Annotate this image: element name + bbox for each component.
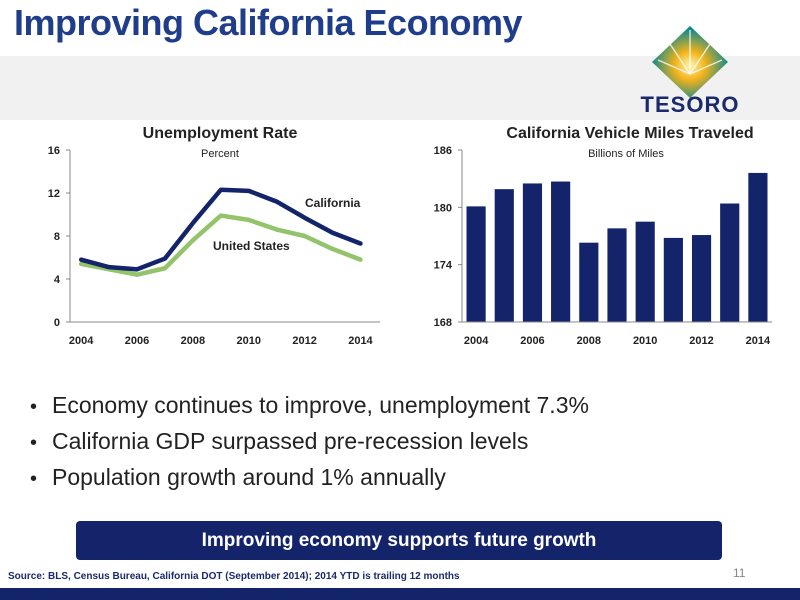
x-tick-label: 2010 — [236, 335, 260, 347]
bar — [551, 181, 571, 322]
unemployment-chart: Unemployment Rate Percent 0 4 8 12 16 2004 2006 2… — [48, 125, 380, 347]
x-tick-label: 2014 — [348, 335, 373, 347]
brand-name: TESORO — [640, 92, 740, 117]
bullet-dot-icon: • — [30, 468, 38, 490]
bar — [579, 242, 599, 322]
bar — [663, 237, 683, 322]
bar — [522, 183, 543, 322]
y-tick-label: 8 — [54, 231, 60, 243]
bullet-dot-icon: • — [30, 432, 38, 454]
x-tick-label: 2004 — [464, 335, 489, 347]
y-tick-label: 180 — [434, 202, 452, 214]
y-tick-label: 12 — [48, 188, 60, 200]
y-tick-label: 174 — [434, 260, 453, 272]
chart-title: Unemployment Rate — [143, 125, 298, 142]
x-tick-label: 2006 — [520, 335, 544, 347]
x-tick-label: 2008 — [181, 335, 205, 347]
chart-title: California Vehicle Miles Traveled — [506, 125, 753, 142]
y-tick-label: 186 — [434, 145, 452, 157]
x-tick-label: 2010 — [633, 335, 657, 347]
bar — [466, 206, 486, 322]
bar — [720, 203, 740, 322]
bar — [607, 228, 627, 322]
bar — [635, 221, 655, 322]
x-tick-label: 2012 — [292, 335, 316, 347]
x-tick-label: 2004 — [69, 335, 94, 347]
x-tick-label: 2012 — [689, 335, 713, 347]
series-label-united-states: United States — [213, 239, 290, 253]
y-tick-label: 4 — [54, 274, 61, 286]
footer-bar — [0, 588, 800, 600]
bullet-item: • Economy continues to improve, unemploym… — [30, 392, 589, 418]
chart-subtitle: Percent — [201, 148, 239, 160]
charts-canvas: Unemployment Rate Percent 0 4 8 12 16 2004 2006 2… — [48, 125, 772, 347]
bullet-dot-icon: • — [30, 396, 38, 418]
vehicle-miles-chart: California Vehicle Miles Traveled Billion… — [434, 125, 772, 347]
source-note: Source: BLS, Census Bureau, California D… — [8, 571, 460, 582]
y-tick-label: 16 — [48, 145, 60, 157]
series-line — [78, 187, 363, 272]
tesoro-logo-icon — [652, 26, 728, 98]
page-title: Improving California Economy — [14, 2, 523, 43]
x-tick-label: 2006 — [125, 335, 149, 347]
bar — [494, 189, 514, 322]
bullet-list: • Economy continues to improve, unemploym… — [30, 392, 589, 500]
page-number: 11 — [733, 566, 746, 580]
bar — [748, 172, 768, 322]
bullet-item: • California GDP surpassed pre-recession … — [30, 428, 529, 454]
y-tick-label: 0 — [54, 317, 60, 329]
bullet-item: • Population growth around 1% annually — [30, 464, 446, 490]
y-tick-label: 168 — [434, 317, 452, 329]
x-tick-label: 2008 — [577, 335, 601, 347]
summary-banner: Improving economy supports future growth — [76, 521, 722, 560]
x-tick-label: 2014 — [746, 335, 771, 347]
chart-subtitle: Billions of Miles — [588, 148, 664, 160]
series-label-california: California — [305, 196, 361, 210]
series-line — [78, 213, 363, 277]
bar — [691, 235, 712, 322]
